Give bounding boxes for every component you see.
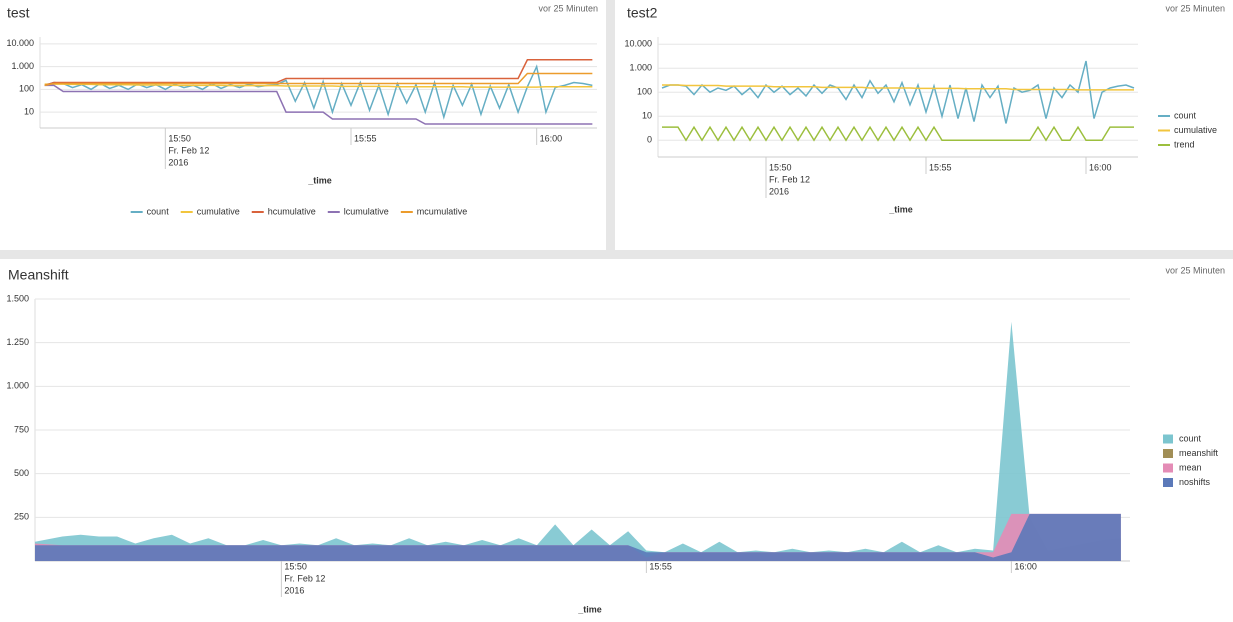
y-tick-label: 750: [14, 424, 29, 434]
y-tick-label: 1.000: [6, 381, 29, 391]
x-tick-sublabel: Fr. Feb 12: [284, 573, 325, 583]
x-tick-label: 15:50: [284, 561, 307, 571]
legend-label: meanshift: [1179, 448, 1219, 458]
y-tick-label: 250: [14, 512, 29, 522]
series-line: [662, 125, 1134, 142]
legend-label: trend: [1174, 139, 1195, 149]
series-line: [44, 84, 593, 125]
y-tick-label: 10: [24, 106, 34, 116]
legend-label: mcumulative: [417, 206, 468, 216]
x-axis-label: _time: [888, 204, 913, 214]
panel-title: Meanshift: [8, 267, 69, 283]
legend-label: mean: [1179, 462, 1202, 472]
x-tick-label: 15:50: [769, 162, 792, 172]
y-tick-label: 1.000: [11, 61, 34, 71]
y-tick-label: 1.250: [6, 337, 29, 347]
legend-swatch: [1163, 478, 1173, 487]
series-line: [44, 72, 593, 87]
legend-label: count: [147, 206, 170, 216]
x-tick-sublabel: 2016: [284, 585, 304, 595]
x-tick-label: 15:55: [354, 133, 377, 143]
x-tick-label: 15:55: [929, 162, 952, 172]
legend-label: cumulative: [197, 206, 240, 216]
panel: [0, 0, 606, 250]
panel-title: test2: [627, 5, 658, 21]
y-tick-label: 10.000: [624, 39, 652, 49]
legend-label: count: [1174, 110, 1197, 120]
x-tick-label: 16:00: [1089, 162, 1112, 172]
legend-label: hcumulative: [268, 206, 316, 216]
updated: vor 25 Minuten: [1165, 3, 1225, 13]
x-axis-label: _time: [307, 175, 332, 185]
legend-label: cumulative: [1174, 125, 1217, 135]
series-line: [44, 83, 593, 88]
legend-swatch: [1163, 434, 1173, 444]
y-tick-label: 100: [19, 84, 34, 94]
y-tick-label: 0: [647, 135, 652, 145]
x-tick-label: 15:50: [168, 133, 191, 143]
y-tick-label: 10: [642, 111, 652, 121]
legend-label: count: [1179, 433, 1202, 443]
x-axis-label: _time: [577, 604, 602, 614]
panel: [0, 259, 1233, 622]
y-tick-label: 1.000: [629, 63, 652, 73]
x-tick-sublabel: 2016: [168, 157, 188, 167]
series-area: [35, 513, 1121, 561]
legend-swatch: [1163, 463, 1173, 473]
x-tick-sublabel: 2016: [769, 186, 789, 196]
panel: [615, 0, 1233, 250]
panel-title: test: [7, 5, 30, 21]
x-tick-sublabel: Fr. Feb 12: [769, 174, 810, 184]
legend-swatch: [1163, 449, 1173, 458]
legend-label: noshifts: [1179, 477, 1211, 487]
series-line: [44, 59, 593, 87]
legend-label: lcumulative: [344, 206, 389, 216]
updated: vor 25 Minuten: [538, 3, 598, 13]
updated: vor 25 Minuten: [1165, 265, 1225, 275]
y-tick-label: 1.500: [6, 293, 29, 303]
y-tick-label: 500: [14, 468, 29, 478]
series-line: [662, 84, 1134, 91]
y-tick-label: 100: [637, 87, 652, 97]
y-tick-label: 10.000: [6, 38, 34, 48]
x-tick-sublabel: Fr. Feb 12: [168, 145, 209, 155]
x-tick-label: 16:00: [1014, 561, 1037, 571]
x-tick-label: 16:00: [540, 133, 563, 143]
x-tick-label: 15:55: [649, 561, 672, 571]
